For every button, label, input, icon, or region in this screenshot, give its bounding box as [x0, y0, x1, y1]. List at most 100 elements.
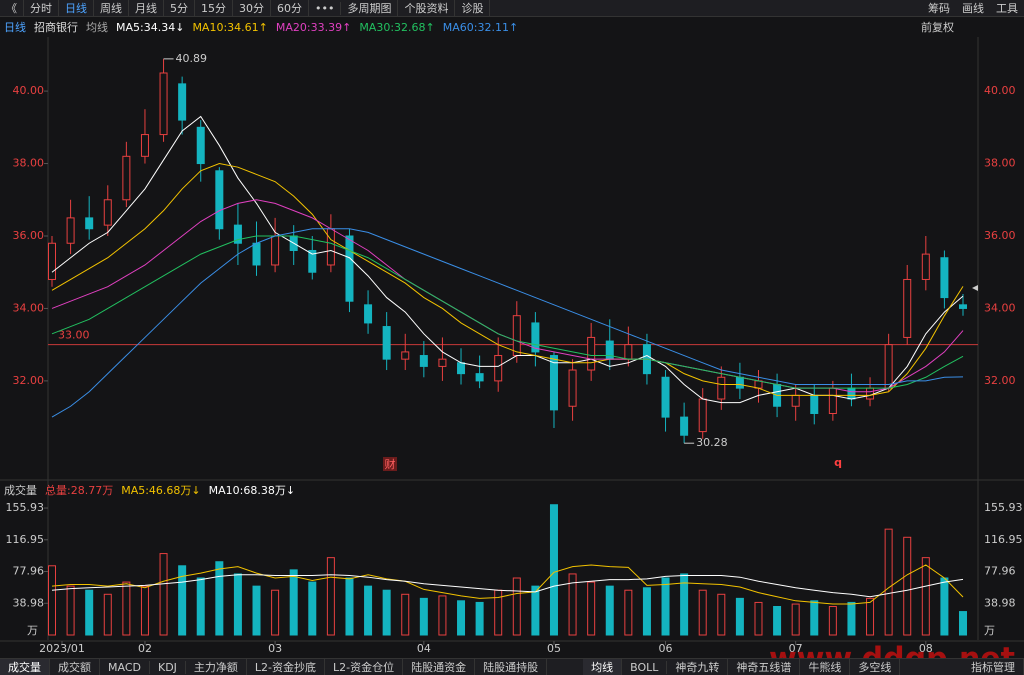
- x-tick-label: 03: [268, 642, 282, 655]
- period-label: 日线: [4, 21, 26, 34]
- toolbar-button[interactable]: 筹码: [928, 2, 950, 15]
- volume-bar: [605, 585, 614, 636]
- candle-body: [549, 355, 558, 411]
- x-tick-label: 05: [547, 642, 561, 655]
- volume-bar: [568, 573, 577, 636]
- volume-bar: [103, 593, 112, 636]
- volume-unit: 万: [27, 624, 38, 637]
- y-tick-label: 34.00: [13, 301, 45, 314]
- candle-body: [103, 199, 112, 226]
- volume-bar: [828, 606, 837, 636]
- toolbar-button[interactable]: 周线: [94, 0, 129, 16]
- volume-total: 总量:28.77万: [45, 484, 114, 497]
- candle-body: [903, 278, 912, 338]
- volume-bar: [326, 557, 335, 636]
- volume-title: 成交量: [4, 484, 37, 497]
- volume-bar: [85, 589, 94, 636]
- ma-line: [51, 574, 964, 598]
- volume-bar: [140, 585, 149, 636]
- candle-body: [252, 242, 261, 266]
- candle-body: [680, 416, 689, 436]
- y-tick-label: 155.93: [6, 501, 45, 514]
- volume-bar: [512, 577, 521, 636]
- candle-body: [587, 336, 596, 371]
- toolbar-button[interactable]: 《: [0, 0, 24, 16]
- indicator-tab[interactable]: 神奇九转: [667, 659, 729, 675]
- candle-body: [140, 134, 149, 157]
- toolbar-button[interactable]: 月线: [129, 0, 164, 16]
- toolbar-button[interactable]: 15分: [195, 0, 233, 16]
- indicator-tab[interactable]: KDJ: [150, 660, 186, 674]
- volume-bar: [48, 565, 56, 636]
- volume-bar: [252, 585, 261, 636]
- ma-legend: MA60:32.11↑: [442, 20, 519, 34]
- toolbar-button[interactable]: •••: [309, 1, 342, 15]
- y-tick-label-right: 32.00: [984, 374, 1016, 387]
- event-marker: q: [834, 456, 842, 469]
- y-tick-label-right: 36.00: [984, 229, 1016, 242]
- candle-body: [215, 170, 224, 230]
- ma-line: [51, 235, 964, 389]
- ma-legend: MA20:33.39↑: [275, 20, 352, 34]
- candle-body: [382, 326, 391, 360]
- volume-bar: [122, 581, 131, 636]
- indicator-tab[interactable]: 成交额: [50, 659, 100, 675]
- ma-line: [51, 564, 964, 605]
- volume-header: 成交量 总量:28.77万 MA5:46.68万↓ MA10:68.38万↓: [0, 482, 1024, 498]
- indicator-tab[interactable]: 陆股通资金: [403, 659, 476, 675]
- volume-bar: [847, 601, 856, 636]
- volume-bar: [680, 573, 689, 636]
- indicator-tab[interactable]: 牛熊线: [800, 659, 851, 675]
- toolbar-button[interactable]: 5分: [164, 0, 195, 16]
- candle-body: [66, 217, 75, 244]
- toolbar-button[interactable]: 工具: [996, 2, 1018, 15]
- y-tick-label: 36.00: [13, 229, 45, 242]
- indicator-tab[interactable]: 主力净额: [186, 659, 247, 675]
- candle-body: [233, 224, 242, 244]
- volume-bar: [698, 589, 707, 636]
- indicator-tab[interactable]: 神奇五线谱: [728, 659, 801, 675]
- candle-body: [940, 257, 949, 299]
- indicator-tab[interactable]: MACD: [100, 660, 150, 674]
- candle-body: [438, 358, 447, 367]
- indicator-tab[interactable]: L2-资金抄底: [247, 659, 326, 675]
- indicator-tab[interactable]: 多空线: [850, 659, 901, 675]
- volume-bar: [773, 606, 782, 636]
- adjust-mode[interactable]: 前复权: [921, 21, 954, 34]
- ma-line: [51, 228, 964, 418]
- toolbar-button[interactable]: 60分: [271, 0, 309, 16]
- volume-unit-right: 万: [984, 624, 995, 637]
- toolbar-button[interactable]: 个股资料: [398, 0, 456, 16]
- toolbar-button[interactable]: 30分: [233, 0, 271, 16]
- indicator-tab[interactable]: L2-资金仓位: [325, 659, 404, 675]
- toolbar-button[interactable]: 诊股: [455, 0, 491, 16]
- y-tick-label: 77.96: [13, 565, 45, 578]
- indicator-tab[interactable]: 成交量: [0, 659, 50, 675]
- candle-body: [48, 242, 56, 280]
- indicator-tab[interactable]: 陆股通持股: [475, 659, 548, 675]
- toolbar-button[interactable]: 画线: [962, 2, 984, 15]
- indicator-tab[interactable]: BOLL: [622, 660, 668, 674]
- volume-bar: [810, 600, 819, 636]
- volume-bar: [196, 577, 205, 636]
- volume-bar: [549, 504, 558, 636]
- x-tick-label: 04: [417, 642, 431, 655]
- toolbar-button[interactable]: 日线: [59, 0, 94, 16]
- volume-bar: [959, 611, 967, 636]
- toolbar-button[interactable]: 分时: [24, 0, 59, 16]
- toolbar-button[interactable]: 多周期图: [341, 0, 399, 16]
- candle-body: [959, 304, 967, 309]
- indicator-tab[interactable]: 均线: [583, 659, 623, 675]
- indicator-manage[interactable]: 指标管理: [963, 659, 1024, 675]
- candle-body: [159, 72, 168, 136]
- volume-bar: [215, 561, 224, 636]
- volume-ma5: MA5:46.68万↓: [121, 484, 201, 497]
- volume-bar: [233, 573, 242, 636]
- volume-bar: [364, 585, 373, 636]
- candle-body: [85, 217, 94, 230]
- ma-line: [51, 199, 964, 393]
- candle-body: [661, 376, 670, 418]
- y-tick-label: 38.00: [13, 157, 45, 170]
- volume-bar: [438, 595, 447, 636]
